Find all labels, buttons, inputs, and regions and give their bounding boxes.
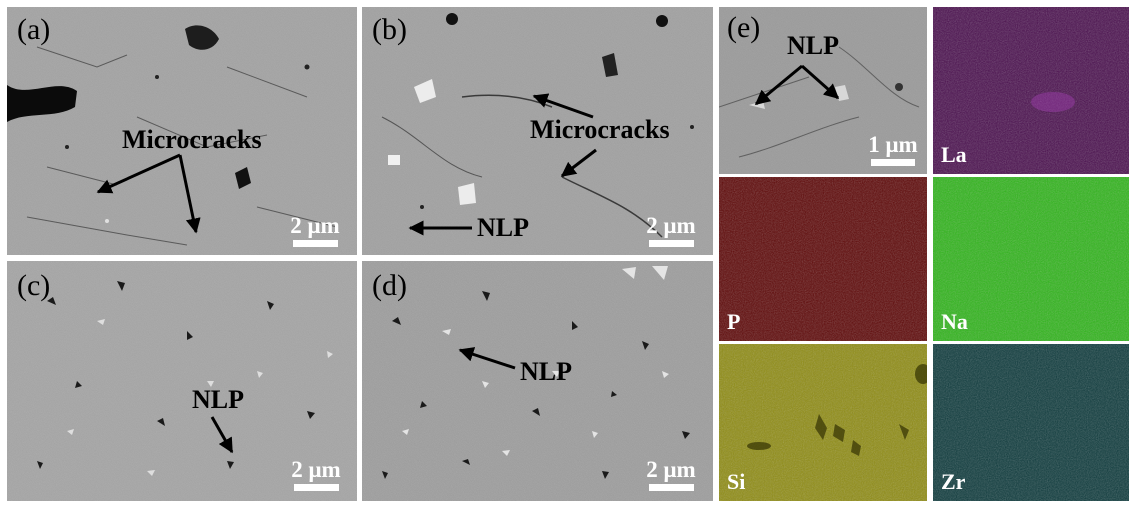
scale-bar-d: 2 μm: [640, 458, 702, 491]
annotation-nlp-e: NLP: [787, 31, 839, 60]
sem-texture-d: [362, 261, 713, 501]
scale-bar-line-c: [293, 484, 339, 491]
sem-image-a: (a) Microcracks 2 μm: [7, 7, 357, 255]
element-map-si-texture: [719, 344, 927, 501]
sem-image-b: (b) Microcracks NLP 2 μm: [362, 7, 713, 255]
annotation-microcracks-a: Microcracks: [122, 125, 262, 154]
element-map-label-si: Si: [727, 469, 746, 494]
element-map-la: La: [933, 7, 1129, 174]
scale-bar-line-e: [871, 159, 915, 166]
panel-label-e: (e): [727, 11, 761, 44]
scale-bar-line-d: [648, 484, 694, 491]
panel-label-c: (c): [17, 269, 51, 302]
sem-image-c: (c) NLP 2 μm: [7, 261, 357, 501]
sem-image-e: (e) NLP 1 μm: [719, 7, 927, 174]
element-map-label-la: La: [941, 142, 967, 167]
sem-texture-b: [362, 7, 713, 255]
scale-bar-label-b: 2 μm: [646, 213, 696, 238]
annotation-nlp-c: NLP: [192, 385, 244, 414]
panel-label-a: (a): [17, 13, 51, 46]
sem-image-d: (d) NLP 2 μm: [362, 261, 713, 501]
scale-bar-label-a: 2 μm: [290, 213, 340, 238]
element-map-p-texture: [719, 177, 927, 341]
element-map-label-p: P: [727, 309, 741, 334]
scale-bar-e: 1 μm: [865, 133, 921, 166]
element-map-na-texture: [933, 177, 1129, 341]
scale-bar-label-e: 1 μm: [868, 132, 918, 157]
annotation-microcracks-b: Microcracks: [530, 115, 670, 144]
annotation-nlp-b: NLP: [477, 213, 529, 242]
panel-label-d: (d): [372, 269, 407, 302]
scale-bar-a: 2 μm: [285, 214, 345, 247]
sem-texture-a: [7, 7, 357, 255]
sem-texture-c: [7, 261, 357, 501]
element-map-zr-texture: [933, 344, 1129, 501]
scale-bar-line-b: [648, 240, 694, 247]
element-map-na: Na: [933, 177, 1129, 341]
element-map-p: P: [719, 177, 927, 341]
element-map-label-na: Na: [941, 309, 968, 334]
panel-label-b: (b): [372, 13, 407, 46]
element-map-si: Si: [719, 344, 927, 501]
scale-bar-label-c: 2 μm: [291, 457, 341, 482]
annotation-nlp-d: NLP: [520, 357, 572, 386]
scale-bar-c: 2 μm: [285, 458, 347, 491]
scale-bar-label-d: 2 μm: [646, 457, 696, 482]
element-map-la-texture: [933, 7, 1129, 174]
element-map-zr: Zr: [933, 344, 1129, 501]
sem-texture-e: [719, 7, 927, 174]
scale-bar-line-a: [292, 240, 338, 247]
element-map-label-zr: Zr: [941, 469, 966, 494]
scale-bar-b: 2 μm: [640, 214, 702, 247]
